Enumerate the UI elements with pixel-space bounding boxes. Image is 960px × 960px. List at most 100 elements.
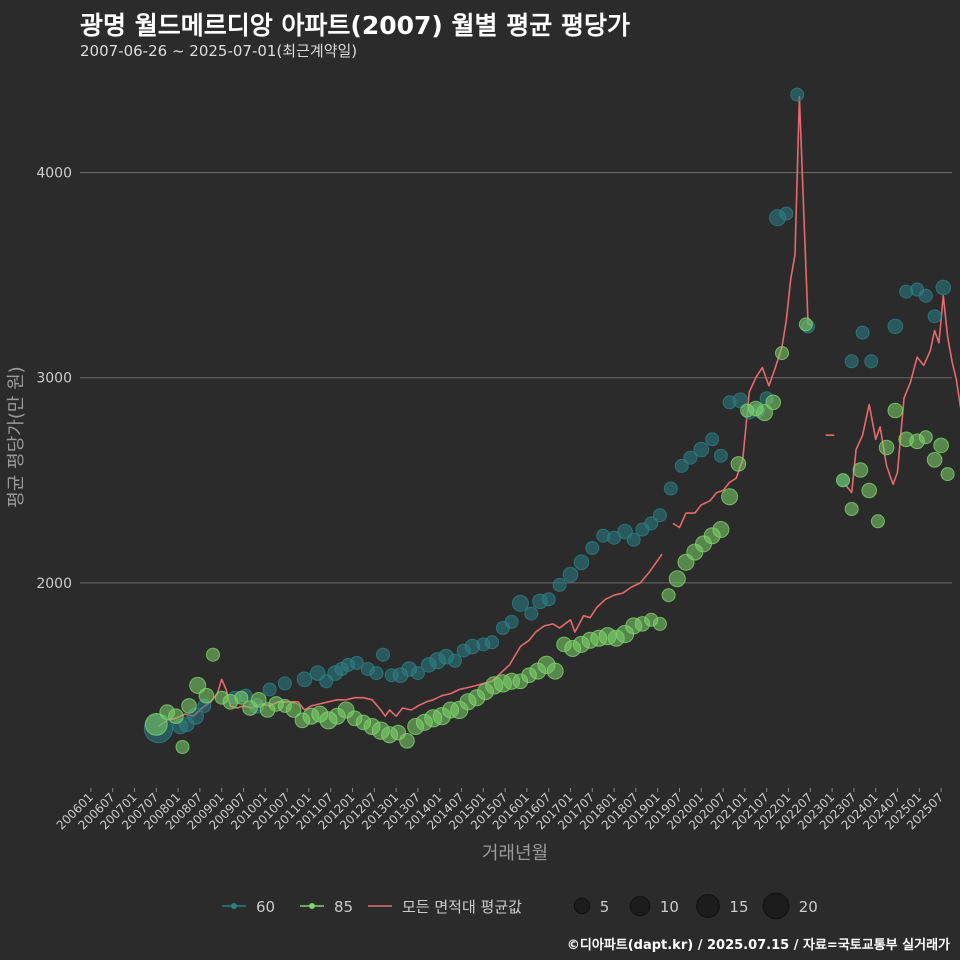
point-85 — [661, 588, 676, 603]
point-85 — [798, 317, 813, 332]
point-60 — [918, 288, 933, 303]
point-85 — [836, 473, 850, 488]
average-line — [158, 95, 960, 728]
y-tick-label: 2000 — [36, 576, 72, 592]
legend-key-point — [231, 903, 237, 909]
x-tick-labels: 2006012006072007012007072008012008072009… — [54, 788, 946, 833]
point-85 — [285, 702, 302, 718]
data-points — [143, 87, 955, 754]
point-60 — [693, 441, 710, 458]
point-85 — [175, 740, 190, 754]
y-axis-label: 평균 평당가(만 원) — [6, 366, 27, 507]
point-60 — [652, 508, 667, 523]
legend-size-circle — [696, 894, 720, 918]
point-60 — [790, 87, 805, 102]
point-85 — [870, 514, 885, 529]
point-85 — [887, 402, 904, 419]
point-85 — [940, 467, 955, 482]
point-60 — [562, 566, 579, 583]
point-60 — [713, 448, 728, 463]
point-85 — [878, 439, 895, 456]
y-tick-label: 4000 — [36, 166, 72, 182]
legend-label: 모든 면적대 평균값 — [402, 898, 522, 916]
point-60 — [573, 554, 590, 571]
point-85 — [206, 647, 220, 662]
legend-label: 85 — [334, 898, 353, 916]
point-85 — [918, 430, 933, 445]
point-60 — [262, 682, 277, 697]
point-60 — [296, 671, 313, 688]
legend-label: 60 — [256, 898, 275, 916]
point-85 — [926, 452, 943, 468]
point-85 — [250, 692, 267, 708]
average-line-segment — [844, 294, 960, 494]
point-60 — [855, 325, 870, 340]
point-85 — [399, 733, 415, 749]
x-axis-label: 거래년월 — [482, 843, 548, 864]
point-85 — [712, 521, 730, 538]
point-85 — [775, 346, 789, 361]
point-85 — [844, 502, 859, 516]
point-85 — [181, 698, 197, 714]
point-60 — [369, 666, 384, 681]
legend-size-label: 15 — [729, 898, 748, 916]
point-60 — [887, 318, 904, 335]
point-60 — [674, 458, 689, 473]
point-60 — [524, 606, 539, 621]
point-60 — [644, 516, 659, 531]
legend-size-label: 5 — [600, 898, 610, 916]
point-60 — [705, 432, 720, 447]
point-85 — [721, 488, 739, 506]
point-60 — [585, 541, 600, 555]
source-caption: ©디아파트(dapt.kr) / 2025.07.15 / 자료=국토교통부 실… — [566, 938, 950, 953]
point-85 — [189, 676, 207, 694]
point-85 — [198, 687, 215, 704]
point-85 — [668, 570, 686, 588]
point-60 — [349, 655, 364, 670]
chart-title: 광명 월드메르디앙 아파트(2007) 월별 평균 평당가 — [80, 11, 630, 40]
point-60 — [448, 653, 462, 668]
point-60 — [626, 532, 641, 547]
legend-size-circle — [629, 895, 651, 917]
legend-size-label: 20 — [799, 898, 818, 916]
point-85 — [168, 708, 184, 725]
point-60 — [779, 206, 794, 221]
point-60 — [732, 392, 749, 409]
average-line-segment — [672, 95, 813, 529]
point-60 — [663, 481, 678, 496]
point-60 — [683, 450, 698, 465]
point-85 — [234, 690, 249, 705]
y-tick-label: 3000 — [36, 371, 72, 387]
point-85 — [730, 456, 747, 472]
legend-size-circle — [573, 897, 591, 915]
point-60 — [376, 647, 390, 662]
chart-subtitle: 2007-06-26 ~ 2025-07-01(최근계약일) — [80, 42, 358, 60]
average-line-segment — [158, 553, 663, 728]
legend: 60 85 모든 면적대 평균값 5 10 15 20 — [222, 892, 818, 920]
point-60 — [927, 309, 942, 324]
point-60 — [844, 354, 859, 369]
point-85 — [852, 462, 869, 478]
legend-key-point — [309, 903, 315, 909]
y-tick-labels: 2000 3000 4000 — [36, 166, 72, 592]
point-60 — [504, 614, 519, 629]
y-gridlines — [80, 172, 952, 584]
point-85 — [765, 394, 782, 411]
point-60 — [485, 635, 499, 650]
point-60 — [935, 279, 952, 296]
point-60 — [511, 594, 529, 612]
legend-size-circle — [762, 892, 790, 920]
point-85 — [144, 713, 168, 736]
point-60 — [541, 592, 556, 607]
point-60 — [864, 354, 879, 369]
point-60 — [552, 577, 567, 592]
point-60 — [410, 666, 425, 681]
point-85 — [652, 616, 667, 631]
legend-size-label: 10 — [660, 898, 679, 916]
point-85 — [546, 662, 564, 680]
point-85 — [861, 482, 878, 499]
point-60 — [277, 676, 292, 691]
point-85 — [933, 437, 949, 454]
point-85 — [756, 404, 773, 422]
